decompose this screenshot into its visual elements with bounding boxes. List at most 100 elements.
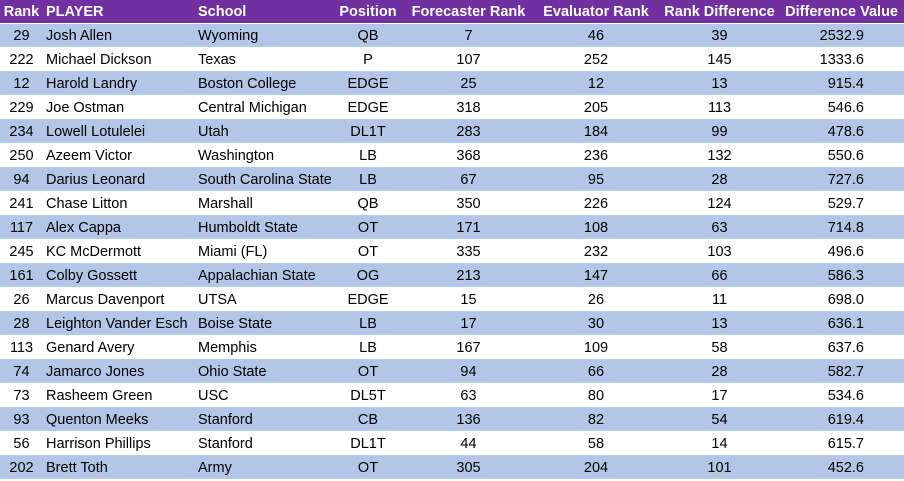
table-row: 29 Josh Allen Wyoming QB 7 46 39 2532.9 xyxy=(0,23,904,48)
school-cell: Ohio State xyxy=(195,359,333,384)
player-cell: KC McDermott xyxy=(43,239,195,264)
forecaster-rank-cell: 368 xyxy=(403,143,534,168)
rank-difference-cell: 63 xyxy=(658,215,781,240)
school-cell: Central Michigan xyxy=(195,95,333,120)
rank-difference-cell: 13 xyxy=(658,311,781,336)
forecaster-rank-cell: 7 xyxy=(403,23,534,48)
position-cell: P xyxy=(333,47,403,72)
table-row: 113 Genard Avery Memphis LB 167 109 58 637.6 xyxy=(0,335,904,360)
evaluator-rank-cell: 109 xyxy=(534,335,658,360)
column-header-player: PLAYER xyxy=(43,0,195,24)
difference-value-cell: 619.4 xyxy=(781,407,904,432)
player-cell: Jamarco Jones xyxy=(43,359,195,384)
school-cell: Texas xyxy=(195,47,333,72)
table-row: 117 Alex Cappa Humboldt State OT 171 108 63 714… xyxy=(0,215,904,240)
player-cell: Chase Litton xyxy=(43,191,195,216)
position-cell: QB xyxy=(333,23,403,48)
position-cell: OT xyxy=(333,455,403,480)
forecaster-rank-cell: 335 xyxy=(403,239,534,264)
forecaster-rank-cell: 171 xyxy=(403,215,534,240)
player-cell: Darius Leonard xyxy=(43,167,195,192)
forecaster-rank-cell: 107 xyxy=(403,47,534,72)
column-header-forecaster-rank: Forecaster Rank xyxy=(403,0,534,24)
rank-cell: 117 xyxy=(0,215,43,240)
forecaster-rank-cell: 283 xyxy=(403,119,534,144)
table-row: 161 Colby Gossett Appalachian State OG 213 14… xyxy=(0,263,904,288)
table-row: 28 Leighton Vander Esch Boise State LB 17 30 1… xyxy=(0,311,904,336)
school-cell: Washington xyxy=(195,143,333,168)
rank-difference-cell: 17 xyxy=(658,383,781,408)
difference-value-cell: 698.0 xyxy=(781,287,904,312)
table-row: 229 Joe Ostman Central Michigan EDGE 318 205 1… xyxy=(0,95,904,120)
forecaster-rank-cell: 213 xyxy=(403,263,534,288)
rank-difference-cell: 39 xyxy=(658,23,781,48)
evaluator-rank-cell: 204 xyxy=(534,455,658,480)
player-cell: Harold Landry xyxy=(43,71,195,96)
rank-cell: 161 xyxy=(0,263,43,288)
school-cell: South Carolina State xyxy=(195,167,333,192)
rank-difference-cell: 11 xyxy=(658,287,781,312)
rank-cell: 234 xyxy=(0,119,43,144)
evaluator-rank-cell: 108 xyxy=(534,215,658,240)
table-row: 222 Michael Dickson Texas P 107 252 145 1333.6 xyxy=(0,47,904,72)
rank-cell: 12 xyxy=(0,71,43,96)
school-cell: UTSA xyxy=(195,287,333,312)
player-cell: Joe Ostman xyxy=(43,95,195,120)
school-cell: Boston College xyxy=(195,71,333,96)
evaluator-rank-cell: 95 xyxy=(534,167,658,192)
difference-value-cell: 2532.9 xyxy=(781,23,904,48)
position-cell: LB xyxy=(333,143,403,168)
forecaster-rank-cell: 167 xyxy=(403,335,534,360)
evaluator-rank-cell: 232 xyxy=(534,239,658,264)
rank-difference-cell: 66 xyxy=(658,263,781,288)
evaluator-rank-cell: 236 xyxy=(534,143,658,168)
table-row: 74 Jamarco Jones Ohio State OT 94 66 28 582.7 xyxy=(0,359,904,384)
rank-difference-cell: 101 xyxy=(658,455,781,480)
rank-difference-cell: 145 xyxy=(658,47,781,72)
position-cell: OT xyxy=(333,359,403,384)
school-cell: Memphis xyxy=(195,335,333,360)
difference-value-cell: 529.7 xyxy=(781,191,904,216)
evaluator-rank-cell: 80 xyxy=(534,383,658,408)
difference-value-cell: 586.3 xyxy=(781,263,904,288)
difference-value-cell: 534.6 xyxy=(781,383,904,408)
forecaster-rank-cell: 136 xyxy=(403,407,534,432)
rank-difference-cell: 132 xyxy=(658,143,781,168)
rank-difference-cell: 103 xyxy=(658,239,781,264)
table-row: 56 Harrison Phillips Stanford DL1T 44 58 14 615… xyxy=(0,431,904,456)
table-row: 202 Brett Toth Army OT 305 204 101 452.6 xyxy=(0,455,904,480)
rank-cell: 56 xyxy=(0,431,43,456)
table-row: 234 Lowell Lotulelei Utah DL1T 283 184 99 478.6 xyxy=(0,119,904,144)
evaluator-rank-cell: 26 xyxy=(534,287,658,312)
player-cell: Quenton Meeks xyxy=(43,407,195,432)
rank-difference-cell: 13 xyxy=(658,71,781,96)
difference-value-cell: 727.6 xyxy=(781,167,904,192)
evaluator-rank-cell: 30 xyxy=(534,311,658,336)
difference-value-cell: 478.6 xyxy=(781,119,904,144)
player-cell: Marcus Davenport xyxy=(43,287,195,312)
forecaster-rank-cell: 25 xyxy=(403,71,534,96)
column-header-school: School xyxy=(195,0,333,24)
rank-cell: 26 xyxy=(0,287,43,312)
school-cell: Boise State xyxy=(195,311,333,336)
rank-cell: 28 xyxy=(0,311,43,336)
table-row: 245 KC McDermott Miami (FL) OT 335 232 103 496.… xyxy=(0,239,904,264)
school-cell: Utah xyxy=(195,119,333,144)
rank-difference-cell: 99 xyxy=(658,119,781,144)
player-cell: Alex Cappa xyxy=(43,215,195,240)
rank-cell: 222 xyxy=(0,47,43,72)
difference-value-cell: 714.8 xyxy=(781,215,904,240)
evaluator-rank-cell: 58 xyxy=(534,431,658,456)
player-cell: Rasheem Green xyxy=(43,383,195,408)
table-body: 29 Josh Allen Wyoming QB 7 46 39 2532.9 222 Micha… xyxy=(0,23,904,480)
rank-cell: 241 xyxy=(0,191,43,216)
evaluator-rank-cell: 252 xyxy=(534,47,658,72)
table-row: 250 Azeem Victor Washington LB 368 236 132 550.… xyxy=(0,143,904,168)
forecaster-rank-cell: 15 xyxy=(403,287,534,312)
position-cell: OT xyxy=(333,239,403,264)
evaluator-rank-cell: 46 xyxy=(534,23,658,48)
difference-value-cell: 615.7 xyxy=(781,431,904,456)
player-cell: Lowell Lotulelei xyxy=(43,119,195,144)
column-header-rank: Rank xyxy=(0,0,43,24)
school-cell: Appalachian State xyxy=(195,263,333,288)
